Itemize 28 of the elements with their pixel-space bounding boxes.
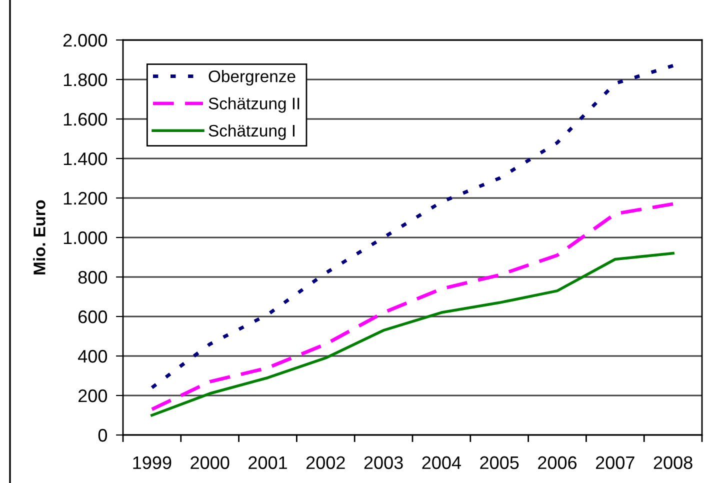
y-tick-label: 1.400	[64, 152, 108, 166]
line-series	[150, 202, 675, 412]
y-tick-label: 600	[78, 310, 108, 324]
x-tick-label: 2005	[480, 456, 519, 470]
y-tick-label: 1.600	[64, 112, 108, 126]
x-tick-label: 2000	[190, 456, 230, 470]
y-tick-label: 2.000	[63, 34, 108, 47]
x-tick-label: 2002	[306, 456, 345, 470]
y-tick-label: 200	[78, 389, 108, 402]
y-tick-label: 0	[98, 428, 108, 442]
y-tick-label: 400	[78, 350, 108, 363]
y-tick-label: 1.200	[64, 192, 108, 205]
legend-label: Schätzung I	[208, 124, 294, 140]
x-tick-label: 2008	[654, 456, 692, 470]
y-axis-title: Mio. Euro	[33, 200, 46, 274]
x-tick-label: 2003	[364, 456, 403, 470]
legend-label: Obergrenze	[208, 70, 296, 86]
x-tick-label: 2004	[422, 456, 462, 470]
x-tick-label: 2006	[538, 456, 577, 470]
x-tick-label: 1999	[133, 456, 172, 470]
y-tick-label: 800	[78, 270, 108, 284]
line-series	[150, 252, 674, 417]
y-tick-label: 1.000	[64, 231, 108, 244]
line-series	[150, 64, 675, 390]
x-tick-label: 2007	[596, 456, 634, 470]
y-tick-label: 1.800	[64, 73, 108, 86]
legend-label: Schätzung II	[208, 97, 300, 113]
x-tick-label: 2001	[248, 456, 287, 470]
